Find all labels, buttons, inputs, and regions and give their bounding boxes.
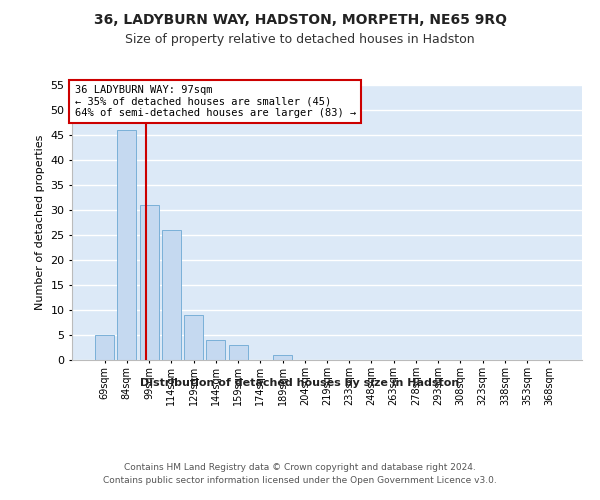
- Bar: [118, 130, 136, 360]
- Bar: [229, 345, 248, 360]
- Bar: [184, 315, 203, 360]
- Text: 36 LADYBURN WAY: 97sqm
← 35% of detached houses are smaller (45)
64% of semi-det: 36 LADYBURN WAY: 97sqm ← 35% of detached…: [74, 85, 356, 118]
- Bar: [273, 355, 292, 360]
- Y-axis label: Number of detached properties: Number of detached properties: [35, 135, 44, 310]
- Bar: [140, 205, 158, 360]
- Text: Distribution of detached houses by size in Hadston: Distribution of detached houses by size …: [140, 378, 460, 388]
- Text: Size of property relative to detached houses in Hadston: Size of property relative to detached ho…: [125, 32, 475, 46]
- Text: Contains HM Land Registry data © Crown copyright and database right 2024.: Contains HM Land Registry data © Crown c…: [124, 462, 476, 471]
- Text: 36, LADYBURN WAY, HADSTON, MORPETH, NE65 9RQ: 36, LADYBURN WAY, HADSTON, MORPETH, NE65…: [94, 12, 506, 26]
- Bar: [162, 230, 181, 360]
- Text: Contains public sector information licensed under the Open Government Licence v3: Contains public sector information licen…: [103, 476, 497, 485]
- Bar: [206, 340, 225, 360]
- Bar: [95, 335, 114, 360]
